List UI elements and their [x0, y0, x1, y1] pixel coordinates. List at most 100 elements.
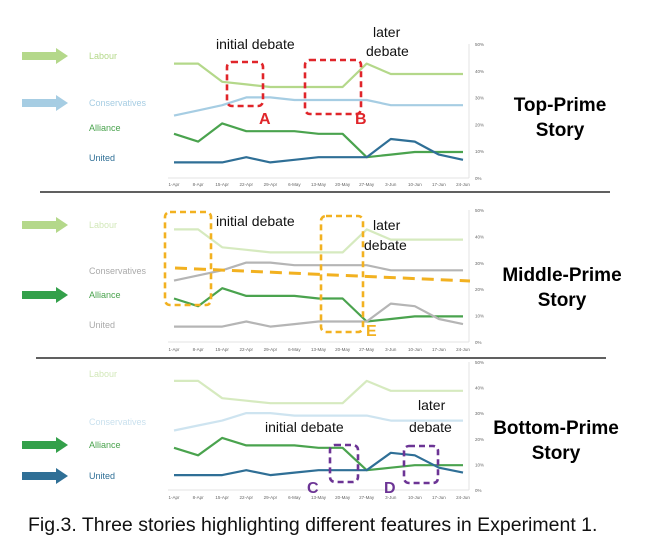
x-tick-label: 20-May: [335, 495, 351, 500]
annotation-later: later: [373, 217, 401, 233]
y-tick-label: 10%: [475, 462, 484, 467]
x-tick-label: 13-May: [311, 495, 327, 500]
chart-panel-1: 50% 40% 30% 20% 10% 0% 1-Apr 8-Apr 15-Apr 22-Apr 2…: [22, 208, 484, 352]
series-line-alliance: [173, 122, 463, 159]
x-tick-label: 29-Apr: [264, 347, 278, 352]
x-tick-label: 20-May: [335, 182, 351, 187]
annotation-debate: debate: [366, 43, 409, 59]
x-tick-label: 29-Apr: [264, 182, 278, 187]
legend-label-united: United: [89, 320, 115, 330]
series-line-conservatives: [173, 412, 463, 432]
x-tick-label: 22-Apr: [239, 347, 253, 352]
legend-label-labour: Labour: [89, 220, 117, 230]
highlight-box-left: [163, 210, 213, 307]
legend-label-conservatives: Conservatives: [89, 98, 147, 108]
x-tick-label: 17-Jun: [432, 495, 446, 500]
annotation-label-a: A: [259, 111, 271, 128]
story-title-middle: Middle-Prime Story: [482, 263, 642, 313]
arrow-icon: [22, 287, 68, 303]
x-tick-label: 27-May: [359, 347, 375, 352]
y-tick-label: 40%: [475, 234, 484, 239]
x-tick-label: 8-Apr: [193, 182, 205, 187]
story-title-line2: Story: [535, 120, 585, 141]
y-tick-label: 30%: [475, 261, 484, 266]
y-tick-label: 30%: [475, 96, 484, 101]
y-tick-label: 40%: [475, 386, 484, 391]
x-tick-label: 22-Apr: [239, 182, 253, 187]
x-tick-label: 3-Jun: [385, 495, 397, 500]
arrow-icon: [22, 437, 68, 453]
y-tick-label: 20%: [475, 122, 484, 127]
x-tick-label: 1-Apr: [168, 347, 180, 352]
x-tick-label: 27-May: [359, 182, 375, 187]
x-tick-label: 10-Jun: [408, 182, 422, 187]
x-tick-label: 10-Jun: [408, 347, 422, 352]
highlight-box-d: [402, 444, 440, 485]
x-tick-label: 24-Jun: [456, 182, 470, 187]
legend-label-united: United: [89, 153, 115, 163]
chart-panel-2: 50% 40% 30% 20% 10% 0% 1-Apr 8-Apr 15-Apr 22-Apr 2…: [22, 360, 484, 500]
legend-label-labour: Labour: [89, 369, 117, 379]
story-title-line1: Middle-Prime: [502, 265, 622, 286]
x-tick-label: 10-Jun: [408, 495, 422, 500]
y-tick-label: 50%: [475, 208, 484, 213]
x-tick-label: 13-May: [311, 182, 327, 187]
story-title-line2: Story: [531, 443, 581, 464]
x-tick-label: 15-Apr: [215, 347, 229, 352]
annotation-later: later: [373, 24, 401, 40]
annotation-initial-debate: initial debate: [265, 419, 344, 435]
legend-label-alliance: Alliance: [89, 290, 121, 300]
series-line-conservatives: [173, 261, 463, 282]
x-tick-label: 15-Apr: [215, 495, 229, 500]
y-tick-label: 0%: [475, 340, 482, 345]
arrow-icon: [22, 217, 68, 233]
arrow-icon: [22, 95, 68, 111]
annotation-initial-debate: initial debate: [216, 213, 295, 229]
story-title-bottom: Bottom-Prime Story: [476, 416, 636, 466]
series-line-united: [174, 302, 464, 328]
x-tick-label: 6-May: [288, 495, 301, 500]
series-line-conservatives: [173, 96, 463, 117]
arrow-icon: [22, 468, 68, 484]
x-tick-label: 8-Apr: [193, 495, 205, 500]
x-tick-label: 8-Apr: [193, 347, 205, 352]
series-line-labour: [174, 228, 463, 254]
y-tick-label: 50%: [475, 360, 484, 365]
x-tick-label: 24-Jun: [456, 495, 470, 500]
x-tick-label: 1-Apr: [168, 182, 180, 187]
story-title-line2: Story: [537, 290, 587, 311]
annotation-label-d: D: [384, 480, 396, 497]
highlight-box-a: [225, 60, 265, 108]
y-tick-label: 20%: [475, 437, 484, 442]
story-title-line1: Top-Prime: [513, 95, 607, 116]
x-tick-label: 27-May: [359, 495, 375, 500]
annotation-debate: debate: [409, 419, 452, 435]
legend-label-alliance: Alliance: [89, 123, 121, 133]
annotation-label-e: E: [366, 323, 377, 340]
legend-label-united: United: [89, 471, 115, 481]
series-line-labour: [174, 379, 463, 405]
y-tick-label: 0%: [475, 488, 482, 493]
series-line-united: [174, 137, 464, 164]
story-title-line1: Bottom-Prime: [493, 418, 619, 439]
x-tick-label: 3-Jun: [385, 182, 397, 187]
y-tick-label: 20%: [475, 287, 484, 292]
x-tick-label: 15-Apr: [215, 182, 229, 187]
x-tick-label: 24-Jun: [456, 347, 470, 352]
x-tick-label: 1-Apr: [168, 495, 180, 500]
series-line-alliance: [173, 287, 463, 323]
x-tick-label: 6-May: [288, 347, 301, 352]
figure-caption: Fig.3. Three stories highlighting differ…: [28, 514, 598, 536]
series-line-united: [174, 451, 464, 477]
legend-label-labour: Labour: [89, 51, 117, 61]
arrow-icon: [22, 48, 68, 64]
x-tick-label: 22-Apr: [239, 495, 253, 500]
x-tick-label: 13-May: [311, 347, 327, 352]
legend-label-conservatives: Conservatives: [89, 266, 147, 276]
highlight-box-e: [319, 214, 365, 334]
annotation-later: later: [418, 397, 446, 413]
series-line-alliance: [173, 436, 463, 472]
series-line-labour: [174, 62, 463, 89]
y-tick-label: 30%: [475, 411, 484, 416]
annotation-initial-debate: initial debate: [216, 36, 295, 52]
